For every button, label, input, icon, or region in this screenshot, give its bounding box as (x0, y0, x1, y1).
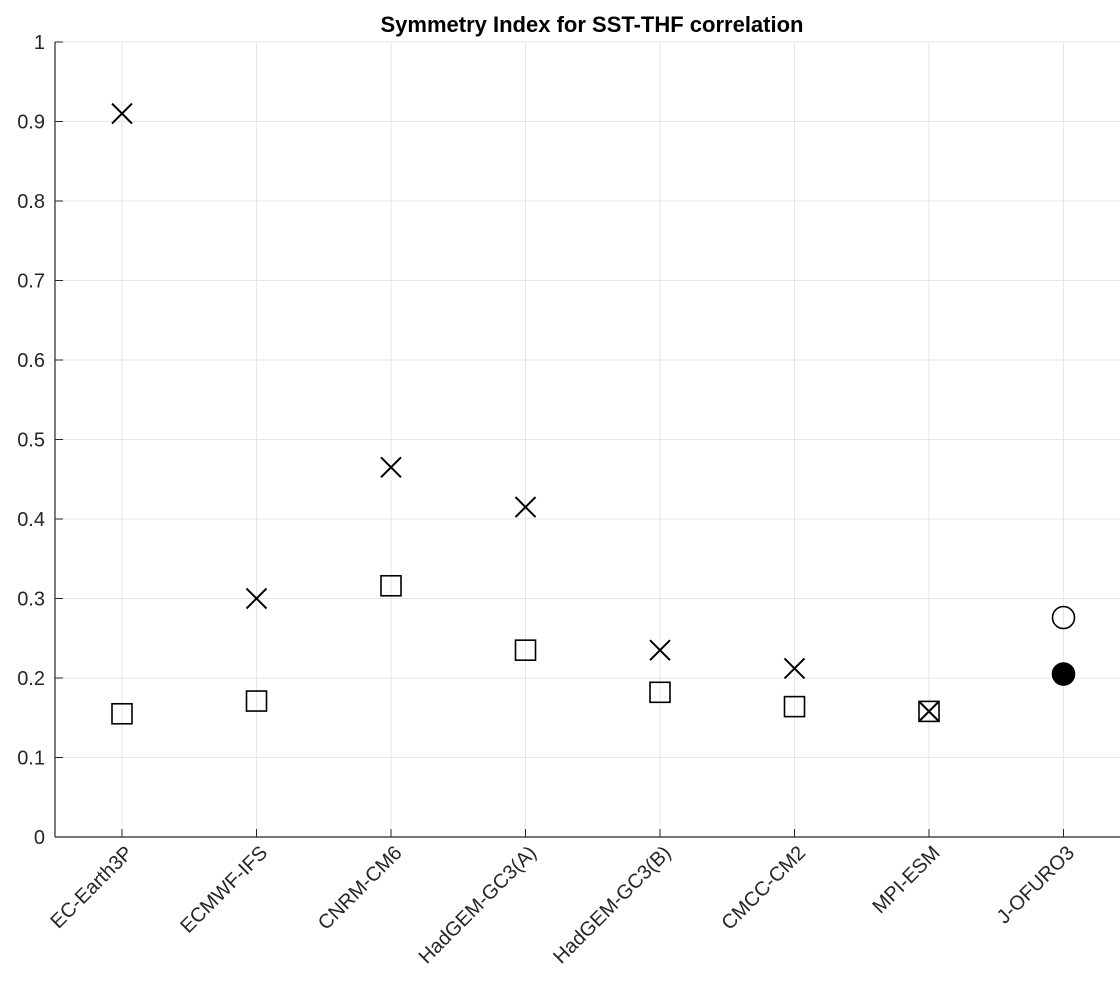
x-tick-label: CMCC-CM2 (717, 842, 810, 935)
y-tick-label: 0.8 (17, 191, 45, 213)
y-tick-label: 0.1 (17, 748, 45, 770)
x-tick-label: HadGEM-GC3(A) (415, 842, 541, 968)
x-marker (649, 639, 671, 661)
square-marker (514, 639, 537, 661)
y-tick-label: 0.9 (17, 112, 45, 134)
square-marker (111, 702, 133, 725)
y-tick-label: 1 (34, 32, 45, 54)
x-marker (514, 496, 537, 518)
x-tick-label: HadGEM-GC3(B) (549, 842, 675, 968)
y-tick-label: 0.6 (17, 350, 45, 372)
x-tick-label: MPI-ESM (868, 842, 944, 918)
y-tick-label: 0.7 (17, 271, 45, 293)
axes (54, 41, 1120, 838)
y-tick-label: 0.3 (17, 589, 45, 611)
x-marker (245, 587, 268, 610)
filled-circle-marker (1051, 662, 1076, 686)
open-circle-marker (1051, 605, 1076, 630)
x-marker (111, 102, 133, 125)
chart-title: Symmetry Index for SST-THF correlation (381, 12, 804, 37)
square-marker (783, 695, 806, 718)
x-tick-label: CNRM-CM6 (314, 842, 407, 935)
square-marker (649, 681, 671, 704)
y-tick-label: 0.2 (17, 668, 45, 690)
data-marks (111, 102, 1076, 725)
y-tick-label: 0 (34, 827, 45, 849)
grid (55, 41, 1120, 837)
tick-labels: 0 0.1 0.2 0.3 0.4 0.5 0.6 0.7 0.8 0.9 1 EC-Earth3P E… (17, 32, 1079, 968)
x-tick-label: J-OFURO3 (993, 842, 1079, 928)
y-tick-label: 0.5 (17, 430, 45, 452)
x-marker (918, 700, 940, 723)
y-tick-label: 0.4 (17, 509, 45, 531)
x-tick-label: EC-Earth3P (47, 842, 138, 933)
square-marker (380, 574, 402, 597)
x-marker (783, 657, 806, 680)
square-marker (918, 700, 940, 723)
square-marker (245, 690, 268, 712)
x-marker (380, 456, 402, 479)
x-tick-label: ECMWF-IFS (176, 842, 272, 938)
